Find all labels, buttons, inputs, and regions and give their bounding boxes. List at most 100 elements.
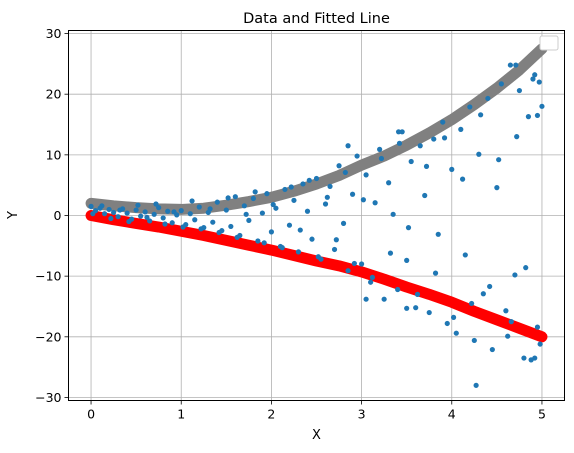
data-point <box>228 223 234 230</box>
data-point <box>135 202 141 208</box>
data-point <box>414 291 421 297</box>
y-tick-label: 30 <box>46 26 62 41</box>
y-tick-label: 10 <box>46 147 62 162</box>
data-point <box>534 324 541 330</box>
data-point <box>444 320 450 327</box>
data-point <box>487 283 493 290</box>
data-point <box>462 252 468 258</box>
data-point <box>126 218 132 225</box>
data-point <box>297 227 303 233</box>
x-tick-label: 3 <box>358 407 366 422</box>
data-point <box>286 222 293 228</box>
data-point <box>309 236 315 242</box>
data-point <box>478 112 484 118</box>
data-point <box>516 87 523 94</box>
data-point <box>210 219 216 225</box>
data-point <box>336 163 342 169</box>
data-point <box>315 254 321 260</box>
fitted-curve-0 <box>85 210 548 343</box>
data-point <box>354 153 360 159</box>
data-point <box>340 220 347 226</box>
y-tick-label: −20 <box>35 329 61 344</box>
data-point <box>532 72 538 78</box>
data-point <box>288 184 294 190</box>
data-point <box>521 355 527 361</box>
data-point <box>151 211 157 217</box>
data-point <box>386 180 392 186</box>
data-point <box>399 129 405 135</box>
data-point <box>503 308 509 314</box>
data-point <box>381 296 387 302</box>
data-point <box>300 181 306 187</box>
data-point <box>207 206 213 212</box>
data-point <box>395 286 401 293</box>
data-point <box>324 194 330 200</box>
data-point <box>422 192 428 199</box>
data-point <box>234 234 240 240</box>
data-point <box>180 224 186 230</box>
data-point <box>395 129 402 135</box>
data-point <box>270 201 276 208</box>
data-point <box>514 134 520 140</box>
data-point <box>243 211 249 217</box>
data-point <box>441 135 448 141</box>
data-point <box>165 208 171 214</box>
data-point <box>363 172 369 178</box>
data-point <box>160 215 166 221</box>
y-axis-label: Y <box>6 211 21 220</box>
data-point <box>241 203 247 209</box>
data-point <box>449 166 455 172</box>
data-point <box>214 199 220 205</box>
data-point <box>178 208 184 214</box>
data-point <box>345 143 351 149</box>
data-point <box>471 337 477 344</box>
data-point <box>147 218 153 224</box>
data-point <box>440 119 446 125</box>
y-tick-label: 20 <box>46 87 62 102</box>
data-point <box>432 270 439 276</box>
x-tick-label: 1 <box>177 407 185 422</box>
data-point <box>480 291 486 297</box>
data-point <box>282 186 288 193</box>
data-point <box>523 265 529 271</box>
data-point <box>378 155 385 162</box>
data-point <box>450 314 457 320</box>
data-point <box>467 104 473 110</box>
x-tick-label: 0 <box>87 407 95 422</box>
x-tick-label: 4 <box>448 407 456 422</box>
data-point <box>156 205 162 211</box>
data-point <box>358 261 365 267</box>
data-point <box>513 62 519 68</box>
data-point <box>306 177 312 183</box>
data-point <box>124 210 130 216</box>
data-point <box>431 136 437 142</box>
grid <box>68 30 565 401</box>
data-point <box>144 214 150 220</box>
data-point <box>360 197 366 203</box>
data-point <box>377 146 383 152</box>
data-point <box>268 229 275 235</box>
data-point <box>505 333 511 339</box>
data-point <box>349 191 356 197</box>
data-point <box>108 215 114 222</box>
data-point <box>304 208 311 214</box>
data-point <box>142 209 148 215</box>
data-point <box>342 169 348 176</box>
data-point <box>273 205 279 211</box>
x-tick-label: 2 <box>267 407 275 422</box>
data-point <box>351 260 357 267</box>
data-point <box>423 163 430 169</box>
data-point <box>133 207 139 213</box>
data-point <box>250 195 256 202</box>
data-point <box>426 309 432 316</box>
data-point <box>369 274 376 280</box>
data-point <box>291 197 297 203</box>
fitted-curve-1 <box>85 43 548 215</box>
data-point <box>333 237 339 243</box>
data-point <box>512 272 518 278</box>
data-point <box>536 79 542 85</box>
data-point <box>404 257 410 263</box>
data-point <box>295 249 302 255</box>
data-point <box>494 185 500 191</box>
